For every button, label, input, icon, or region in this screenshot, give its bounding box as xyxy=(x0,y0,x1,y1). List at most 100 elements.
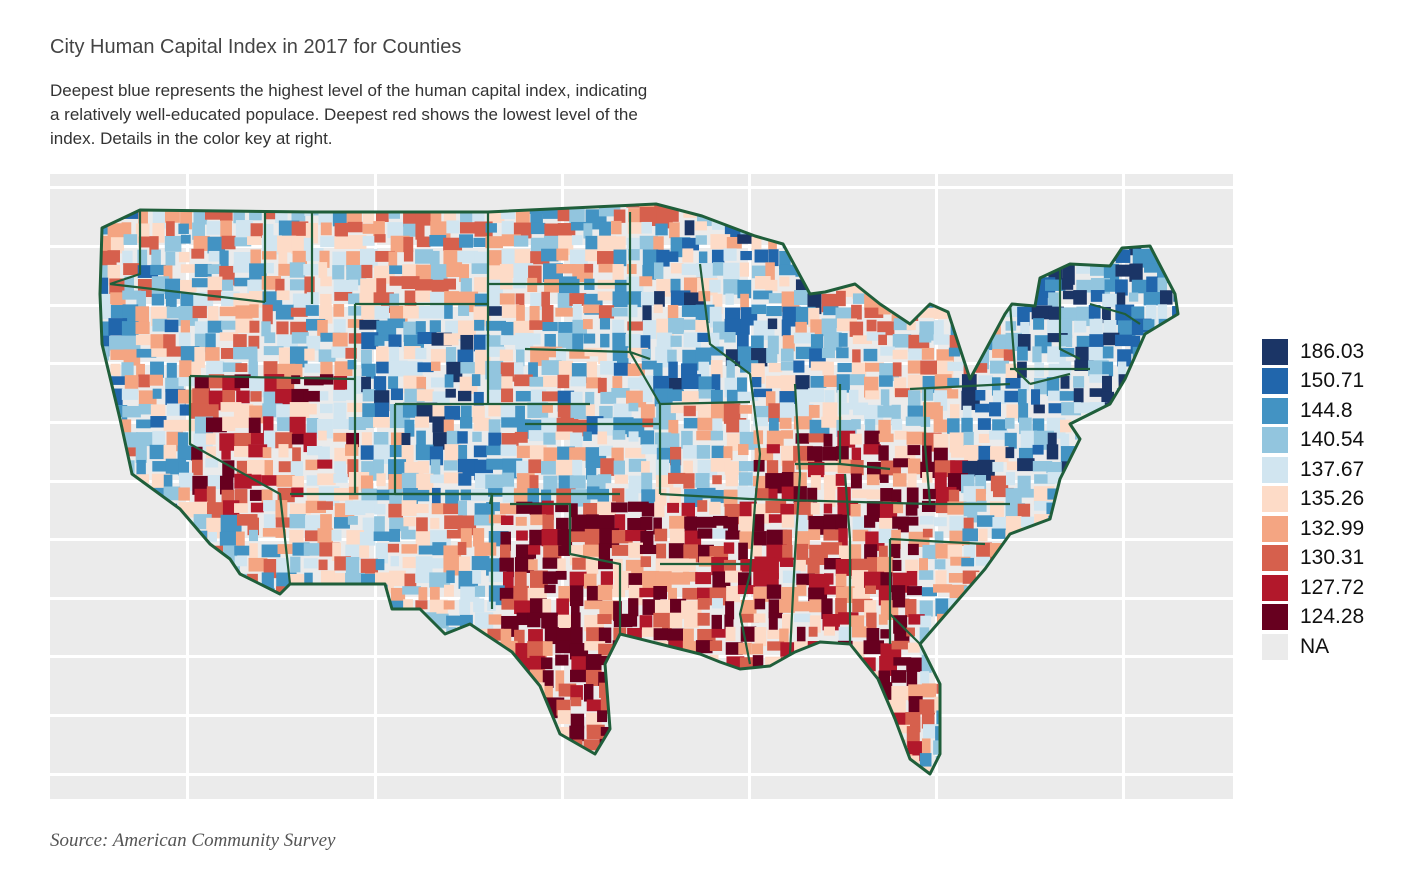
county-cell xyxy=(304,530,323,542)
legend-item: 150.71 xyxy=(1262,367,1364,397)
county-cell xyxy=(206,486,216,506)
county-cell xyxy=(1158,432,1171,444)
county-cell xyxy=(233,209,245,224)
county-cell xyxy=(1075,529,1089,539)
county-cell xyxy=(1020,321,1030,335)
county-cell xyxy=(961,374,977,395)
county-cell xyxy=(1157,696,1168,711)
county-cell xyxy=(529,710,546,724)
county-cell xyxy=(556,598,569,616)
county-cell xyxy=(542,571,558,584)
county-cell xyxy=(488,654,503,664)
county-cell xyxy=(737,741,753,754)
county-cell xyxy=(430,655,441,676)
county-cell xyxy=(921,250,936,270)
county-cell xyxy=(263,361,278,377)
county-cell xyxy=(586,514,599,530)
county-cell xyxy=(765,755,780,765)
county-cell xyxy=(247,236,262,245)
county-cell xyxy=(555,459,574,476)
county-cell xyxy=(1117,516,1129,537)
county-cell xyxy=(474,194,486,203)
county-cell xyxy=(1003,614,1019,636)
county-cell xyxy=(1115,334,1133,347)
county-cell xyxy=(389,417,406,429)
county-cell xyxy=(486,458,506,470)
county-cell xyxy=(1115,626,1124,645)
county-cell xyxy=(248,361,258,380)
county-cell xyxy=(627,377,645,390)
county-cell xyxy=(851,489,873,499)
county-cell xyxy=(289,503,311,515)
county-cell xyxy=(514,710,530,719)
county-cell xyxy=(583,431,592,441)
county-cell xyxy=(697,612,710,626)
county-cell xyxy=(124,657,145,667)
grid-line xyxy=(1122,174,1125,799)
county-cell xyxy=(1172,472,1178,487)
county-cell xyxy=(824,262,835,281)
county-cell xyxy=(639,206,658,227)
county-cell xyxy=(100,726,108,739)
county-cell xyxy=(711,598,723,609)
county-cell xyxy=(100,486,111,505)
county-cell xyxy=(794,208,813,221)
county-cell xyxy=(205,333,216,354)
county-cell xyxy=(445,347,457,365)
county-cell xyxy=(614,668,626,683)
county-cell xyxy=(289,346,308,368)
county-cell xyxy=(894,697,906,716)
county-cell xyxy=(459,264,470,282)
county-cell xyxy=(880,389,890,409)
county-cell xyxy=(767,335,779,355)
county-cell xyxy=(471,711,488,723)
county-cell xyxy=(446,755,457,769)
county-cell xyxy=(179,360,192,380)
county-cell xyxy=(1173,657,1178,674)
county-cell xyxy=(164,711,185,721)
county-cell xyxy=(627,363,645,377)
county-cell xyxy=(108,712,129,727)
county-cell xyxy=(949,629,966,644)
county-cell xyxy=(137,725,148,737)
county-cell xyxy=(222,598,240,613)
county-cell xyxy=(362,236,375,246)
county-cell xyxy=(779,711,793,721)
county-cell xyxy=(543,475,558,494)
county-cell xyxy=(402,556,418,569)
county-cell xyxy=(1089,433,1108,447)
county-cell xyxy=(473,237,487,248)
county-cell xyxy=(138,390,157,407)
county-cell xyxy=(1101,208,1119,222)
county-cell xyxy=(1061,682,1076,692)
county-cell xyxy=(306,753,318,762)
county-cell xyxy=(682,655,696,675)
county-cell xyxy=(207,601,227,621)
county-cell xyxy=(1131,204,1151,209)
county-cell xyxy=(97,780,112,798)
county-cell xyxy=(444,304,453,319)
county-cell xyxy=(583,304,600,314)
county-cell xyxy=(1061,278,1074,290)
county-cell xyxy=(570,697,582,707)
county-cell xyxy=(389,489,403,505)
county-cell xyxy=(1020,263,1034,282)
county-cell xyxy=(151,755,161,772)
county-cell xyxy=(387,222,404,239)
county-cell xyxy=(992,682,1007,693)
county-cell xyxy=(1172,613,1178,624)
county-cell xyxy=(192,543,207,555)
county-cell xyxy=(317,768,336,774)
county-cell xyxy=(877,739,890,755)
county-cell xyxy=(219,531,239,549)
county-cell xyxy=(964,444,982,466)
county-cell xyxy=(317,640,329,656)
county-cell xyxy=(233,263,251,273)
county-cell xyxy=(824,460,841,472)
county-cell xyxy=(233,626,246,639)
county-cell xyxy=(1159,474,1176,494)
county-cell xyxy=(835,237,851,253)
county-cell xyxy=(724,614,734,631)
county-cell xyxy=(1048,403,1067,414)
county-cell xyxy=(793,613,811,623)
